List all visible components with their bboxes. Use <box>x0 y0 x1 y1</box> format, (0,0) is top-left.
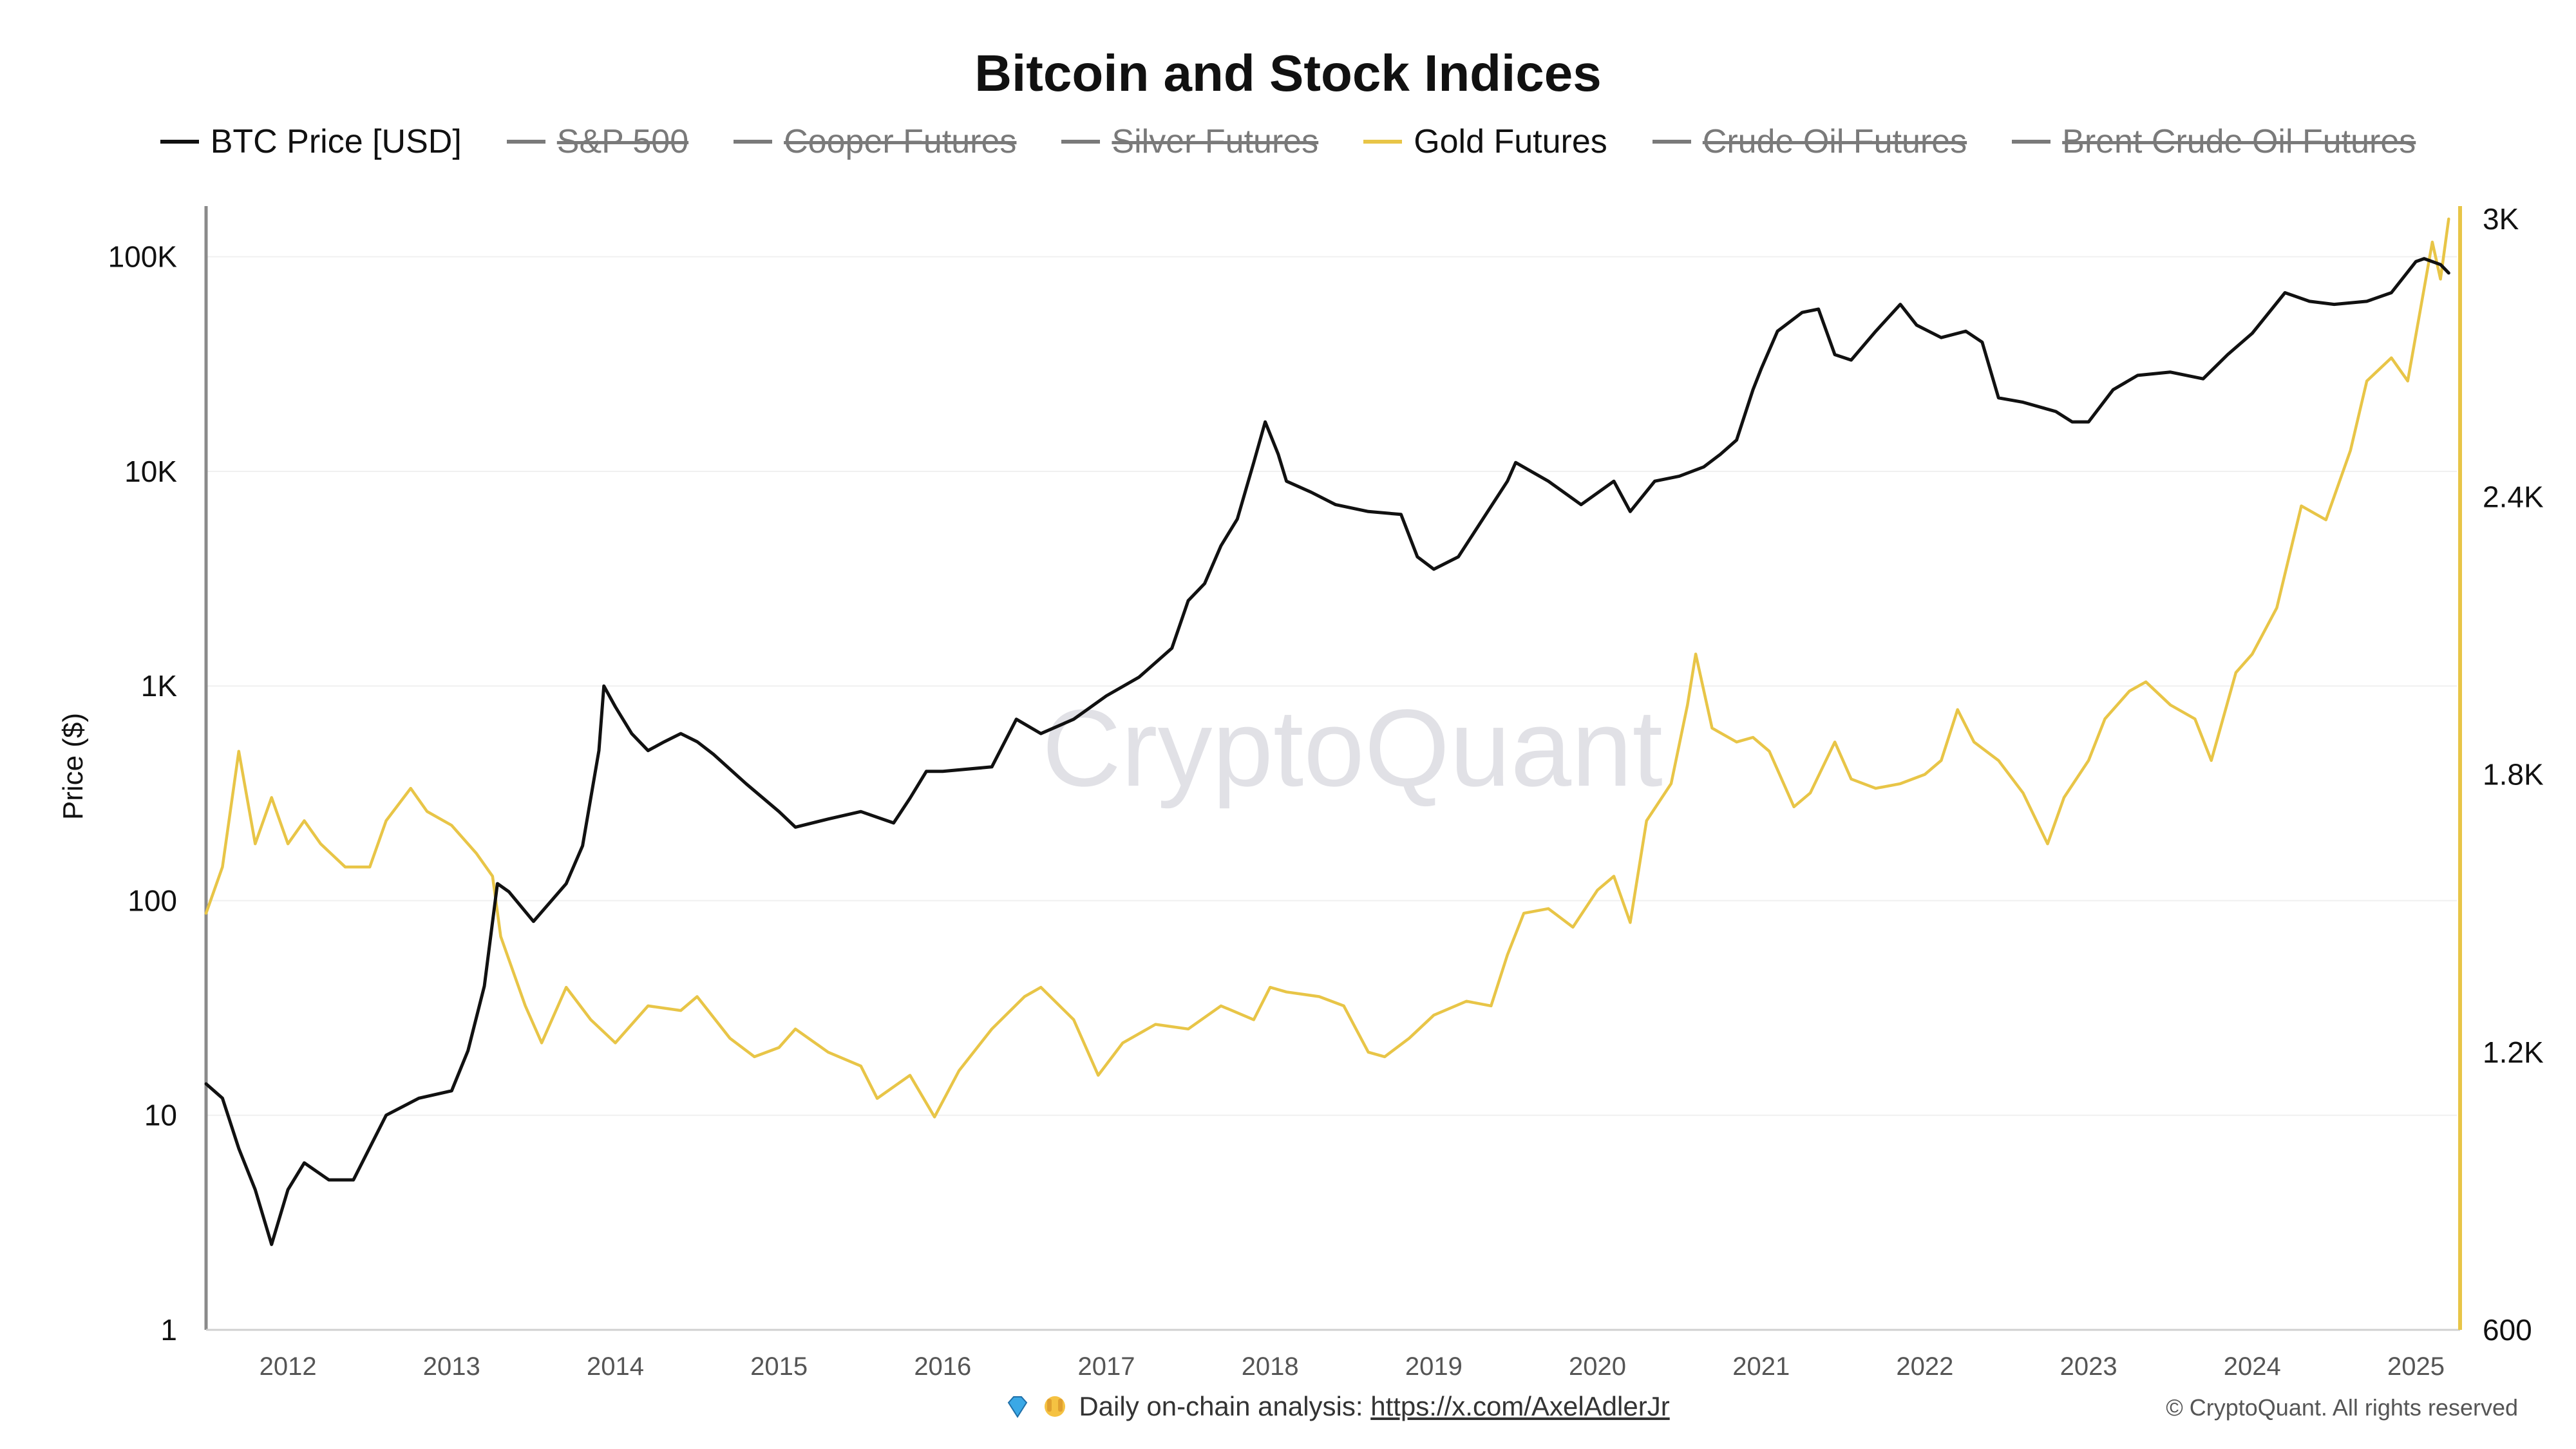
x-tick-label: 2015 <box>750 1352 808 1381</box>
legend: BTC Price [USD] S&P 500 Cooper Futures Silv… <box>0 122 2576 161</box>
y-tick-label: 100 <box>128 884 177 917</box>
legend-item[interactable]: S&P 500 <box>506 122 689 161</box>
legend-item[interactable]: Gold Futures <box>1363 122 1607 161</box>
footer-link[interactable]: https://x.com/AxelAdlerJr <box>1370 1391 1670 1421</box>
x-tick-label: 2022 <box>1896 1352 1953 1381</box>
legend-label: S&P 500 <box>556 123 689 160</box>
gold-futures-line <box>204 217 2450 1119</box>
x-tick-label: 2017 <box>1078 1352 1135 1381</box>
legend-item[interactable]: BTC Price [USD] <box>160 122 462 161</box>
y-tick-label: 1 <box>160 1313 177 1347</box>
legend-label: Gold Futures <box>1414 123 1607 160</box>
y2-tick-label: 3K <box>2483 202 2519 236</box>
x-tick-label: 2024 <box>2224 1352 2281 1381</box>
legend-label: Cooper Futures <box>784 123 1017 160</box>
y-tick-label: 10 <box>144 1099 177 1132</box>
axes <box>204 206 2462 1331</box>
y2-tick-label: 2.4K <box>2483 480 2544 513</box>
legend-item[interactable]: Cooper Futures <box>734 122 1016 161</box>
tick-labels: 1 10 100 1K 10K 100K 600 1.2K 1.8K 2.4K 3K 2012 2013… <box>108 202 2544 1381</box>
diamond-icon <box>1005 1394 1030 1419</box>
legend-swatch <box>160 140 199 144</box>
legend-item[interactable]: Brent Crude Oil Futures <box>2012 122 2416 161</box>
x-tick-label: 2023 <box>2060 1352 2117 1381</box>
x-tick-label: 2013 <box>423 1352 480 1381</box>
y-tick-label: 10K <box>124 455 177 488</box>
y-tick-label: 1K <box>141 669 178 703</box>
x-tick-label: 2014 <box>587 1352 644 1381</box>
legend-item[interactable]: Silver Futures <box>1061 122 1318 161</box>
footer: Daily on-chain analysis: https://x.com/A… <box>1005 1391 1670 1422</box>
legend-swatch <box>1061 140 1101 144</box>
y2-tick-label: 600 <box>2483 1313 2532 1347</box>
x-tick-label: 2018 <box>1242 1352 1299 1381</box>
legend-label: Crude Oil Futures <box>1702 123 1967 160</box>
btc-price-line <box>204 257 2450 1246</box>
legend-label: Brent Crude Oil Futures <box>2062 123 2416 160</box>
legend-swatch <box>506 140 545 144</box>
y2-tick-label: 1.2K <box>2483 1036 2544 1069</box>
chart-title: Bitcoin and Stock Indices <box>974 44 1602 102</box>
x-tick-label: 2021 <box>1732 1352 1790 1381</box>
legend-swatch <box>734 140 773 144</box>
y2-tick-label: 1.8K <box>2483 758 2544 791</box>
legend-swatch <box>1363 140 1403 144</box>
legend-label: BTC Price [USD] <box>210 123 462 160</box>
footer-text: Daily on-chain analysis: <box>1079 1391 1371 1421</box>
hands-icon <box>1042 1394 1068 1419</box>
watermark: CryptoQuant <box>1042 687 1663 810</box>
legend-label: Silver Futures <box>1112 123 1319 160</box>
legend-item[interactable]: Crude Oil Futures <box>1652 122 1967 161</box>
legend-swatch <box>1652 140 1691 144</box>
x-tick-label: 2016 <box>914 1352 971 1381</box>
x-tick-label: 2025 <box>2387 1352 2445 1381</box>
y-axis-label: Price ($) <box>57 713 89 820</box>
copyright: © CryptoQuant. All rights reserved <box>2166 1394 2518 1421</box>
series-group <box>204 217 2450 1246</box>
legend-swatch <box>2012 140 2051 144</box>
y-tick-label: 100K <box>108 240 178 274</box>
x-tick-label: 2019 <box>1405 1352 1463 1381</box>
x-tick-label: 2012 <box>260 1352 317 1381</box>
x-tick-label: 2020 <box>1569 1352 1626 1381</box>
